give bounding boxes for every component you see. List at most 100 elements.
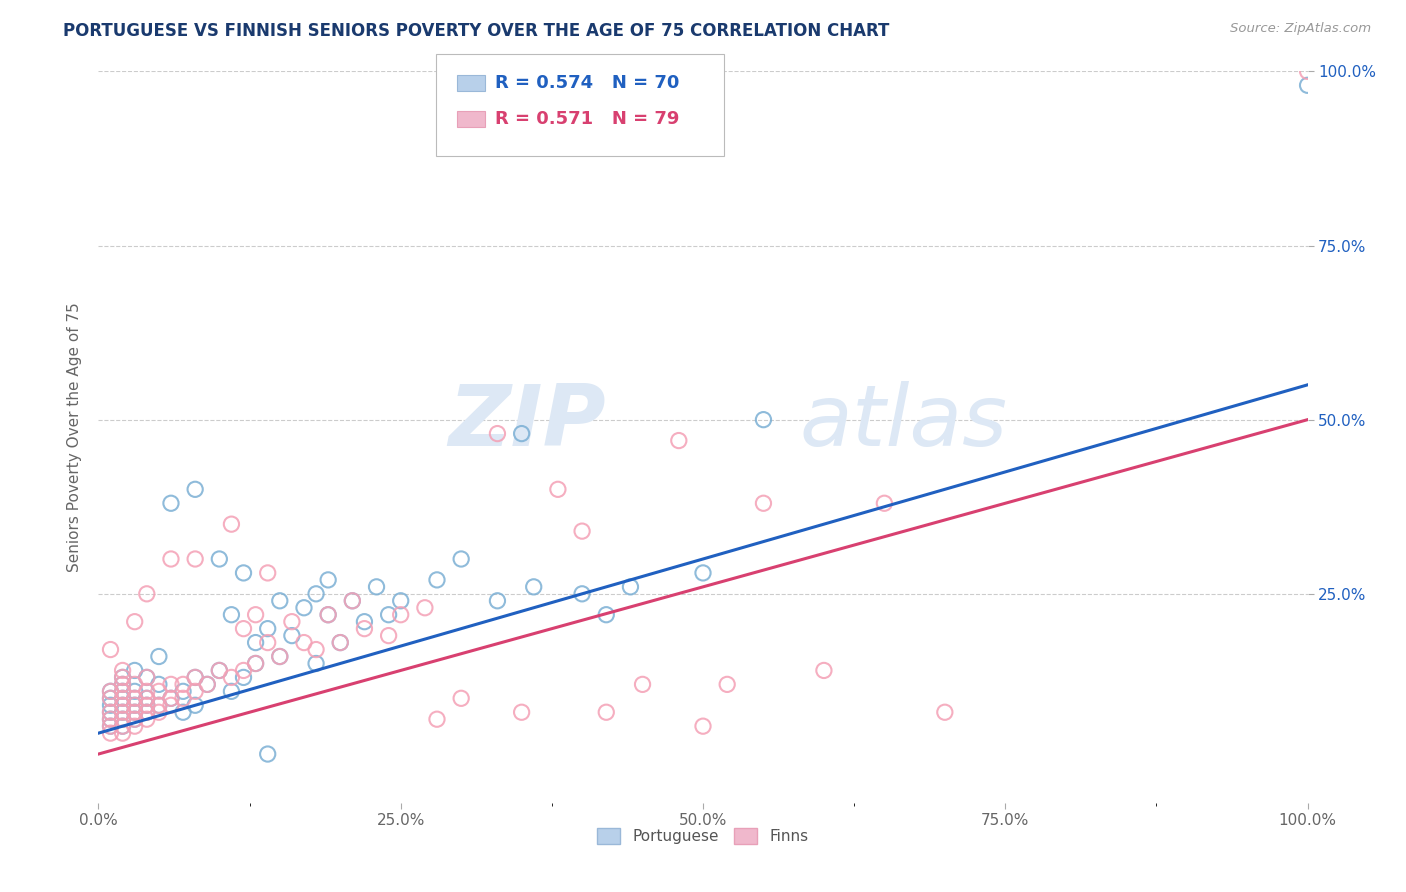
Point <box>148 684 170 698</box>
Point <box>124 705 146 719</box>
Point <box>292 600 315 615</box>
Point <box>256 747 278 761</box>
Point <box>934 705 956 719</box>
Point <box>195 677 218 691</box>
Point <box>100 691 122 706</box>
Point <box>135 691 157 706</box>
Point <box>135 698 157 713</box>
Point <box>100 719 122 733</box>
Point <box>124 705 146 719</box>
Point <box>160 496 183 510</box>
Point <box>111 677 134 691</box>
Point <box>100 705 122 719</box>
Point <box>184 684 207 698</box>
Point <box>752 412 775 426</box>
Point <box>547 483 569 497</box>
Point <box>184 670 207 684</box>
Point <box>269 594 291 608</box>
Point <box>813 664 835 678</box>
Point <box>135 691 157 706</box>
Point <box>389 594 412 608</box>
Point <box>184 670 207 684</box>
Point <box>160 698 183 713</box>
Point <box>1296 78 1319 93</box>
Point <box>111 664 134 678</box>
Point <box>172 684 194 698</box>
Point <box>631 677 654 691</box>
Point <box>124 712 146 726</box>
Point <box>221 517 243 532</box>
Point <box>135 698 157 713</box>
Point <box>256 566 278 580</box>
Point <box>124 698 146 713</box>
Point <box>135 705 157 719</box>
Point <box>1296 64 1319 78</box>
Point <box>111 691 134 706</box>
Point <box>148 698 170 713</box>
Point <box>305 642 328 657</box>
Point <box>752 496 775 510</box>
Point <box>329 635 352 649</box>
Point <box>595 607 617 622</box>
Legend: Portuguese, Finns: Portuguese, Finns <box>592 822 814 850</box>
Point <box>100 719 122 733</box>
Point <box>256 622 278 636</box>
Point <box>692 719 714 733</box>
Point <box>413 600 436 615</box>
Point <box>111 705 134 719</box>
Point <box>195 677 218 691</box>
Point <box>111 684 134 698</box>
Text: R = 0.574   N = 70: R = 0.574 N = 70 <box>495 74 679 92</box>
Point <box>208 664 231 678</box>
Point <box>245 657 267 671</box>
Point <box>245 657 267 671</box>
Point <box>111 712 134 726</box>
Point <box>510 426 533 441</box>
Point <box>124 712 146 726</box>
Point <box>221 684 243 698</box>
Point <box>486 594 509 608</box>
Point <box>172 705 194 719</box>
Point <box>221 607 243 622</box>
Point <box>523 580 546 594</box>
Point <box>184 698 207 713</box>
Point <box>269 649 291 664</box>
Point <box>111 698 134 713</box>
Point <box>100 684 122 698</box>
Point <box>208 664 231 678</box>
Point <box>221 670 243 684</box>
Text: atlas: atlas <box>800 381 1008 464</box>
Point <box>353 615 375 629</box>
Point <box>100 691 122 706</box>
Point <box>100 642 122 657</box>
Point <box>377 629 399 643</box>
Point <box>111 670 134 684</box>
Point <box>135 712 157 726</box>
Point <box>353 622 375 636</box>
Point <box>269 649 291 664</box>
Text: Source: ZipAtlas.com: Source: ZipAtlas.com <box>1230 22 1371 36</box>
Point <box>160 677 183 691</box>
Point <box>124 684 146 698</box>
Point <box>486 426 509 441</box>
Point <box>148 698 170 713</box>
Point <box>135 670 157 684</box>
Point <box>111 705 134 719</box>
Point <box>148 649 170 664</box>
Point <box>256 635 278 649</box>
Point <box>124 677 146 691</box>
Point <box>184 552 207 566</box>
Point <box>135 684 157 698</box>
Point <box>595 705 617 719</box>
Text: R = 0.571   N = 79: R = 0.571 N = 79 <box>495 110 679 128</box>
Point <box>135 670 157 684</box>
Point <box>135 587 157 601</box>
Point <box>172 677 194 691</box>
Point <box>305 657 328 671</box>
Point <box>160 691 183 706</box>
Point <box>232 622 254 636</box>
Point <box>111 670 134 684</box>
Point <box>510 705 533 719</box>
Point <box>426 712 449 726</box>
Point <box>281 629 304 643</box>
